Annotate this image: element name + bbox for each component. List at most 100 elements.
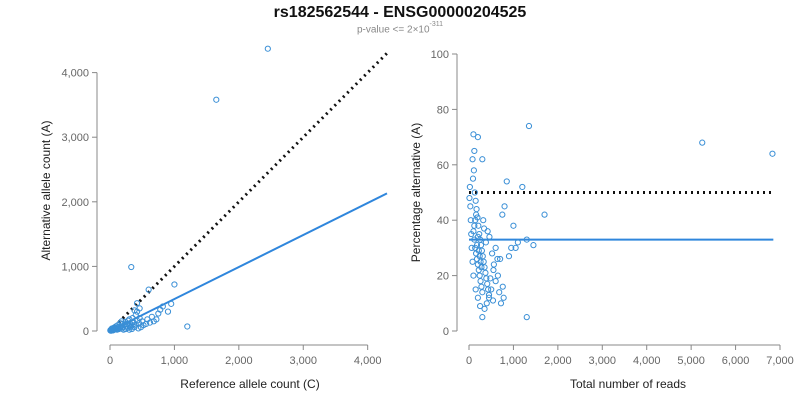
data-point (472, 286, 479, 293)
data-point (483, 300, 490, 307)
data-point (482, 239, 489, 246)
data-point (466, 194, 473, 202)
data-point (499, 283, 506, 290)
data-point (468, 244, 475, 251)
data-point (479, 156, 486, 163)
data-point (489, 297, 497, 304)
data-point (494, 272, 501, 279)
x-tick-label: 4,000 (354, 355, 382, 367)
data-point (501, 203, 508, 210)
data-point (136, 305, 143, 312)
data-point (124, 317, 132, 324)
data-point (523, 314, 530, 321)
data-point (107, 326, 115, 333)
data-point (477, 278, 484, 285)
data-point (488, 286, 495, 293)
x-tick-label: 1,000 (500, 355, 528, 367)
x-axis-label: Reference allele count (C) (180, 377, 319, 391)
data-point (487, 275, 494, 282)
data-point (126, 316, 133, 323)
data-point (469, 175, 477, 182)
data-point (510, 222, 517, 229)
data-point (474, 233, 481, 240)
data-point (480, 217, 487, 224)
y-axis-label: Alternative allele count (A) (39, 120, 53, 260)
data-point (508, 244, 515, 251)
data-point (523, 236, 530, 243)
data-point (133, 300, 141, 307)
data-point (481, 225, 488, 232)
y-tick-label: 0 (83, 326, 89, 338)
data-point (494, 255, 501, 263)
data-point (478, 283, 485, 290)
data-point (128, 325, 136, 333)
data-point (479, 289, 486, 296)
data-point (264, 45, 271, 52)
data-point (514, 239, 521, 246)
y-tick-label: 1,000 (61, 261, 89, 273)
pvalue-prefix: p-value <= 2×10 (356, 24, 430, 36)
data-point (699, 139, 706, 146)
data-point (485, 286, 492, 293)
data-point (145, 286, 152, 293)
data-point (473, 211, 480, 218)
data-point (470, 131, 477, 138)
x-tick-label: 3,000 (589, 355, 617, 367)
data-point (120, 326, 127, 333)
data-point (128, 263, 135, 271)
data-point (168, 300, 175, 307)
data-point (477, 302, 484, 310)
data-point (164, 308, 172, 315)
chart-subtitle: p-value <= 2×10-311 (0, 21, 800, 36)
data-point (490, 261, 497, 268)
data-point (496, 289, 503, 296)
data-point (129, 314, 136, 322)
data-point (471, 147, 478, 155)
data-point (171, 281, 178, 288)
x-tick-label: 4,000 (633, 355, 661, 367)
y-tick-label: 60 (437, 160, 449, 172)
x-tick-label: 2,000 (225, 355, 253, 367)
data-point (126, 326, 133, 333)
data-point (492, 278, 499, 285)
plot-panel-1: 0 1,000 2,000 3,000 4,000 0 1,000 2,000 3,000 4,0… (39, 45, 389, 391)
x-tick-label: 0 (107, 355, 113, 367)
data-point (155, 310, 162, 317)
data-point (497, 300, 505, 307)
data-point (467, 203, 474, 210)
data-point (135, 325, 142, 332)
y-tick-label: 100 (431, 49, 449, 61)
data-point (469, 156, 476, 163)
data-point (471, 189, 478, 196)
x-tick-label: 7,000 (766, 355, 794, 367)
y-tick-label: 80 (437, 104, 449, 116)
data-point (512, 244, 519, 251)
data-point (146, 319, 154, 326)
y-tick-label: 2,000 (61, 197, 89, 209)
fit-line (109, 192, 388, 332)
data-point (470, 272, 477, 279)
data-point (525, 122, 533, 130)
data-point (497, 255, 504, 263)
data-point (486, 233, 493, 240)
y-tick-label: 3,000 (61, 132, 89, 144)
x-tick-label: 0 (466, 355, 472, 367)
data-point (519, 183, 526, 191)
data-point (467, 217, 474, 224)
data-point (478, 264, 485, 271)
data-point (492, 244, 499, 251)
data-point (474, 294, 481, 301)
data-point (499, 211, 506, 218)
chart-title: rs182562544 - ENSG00000204525 (273, 4, 527, 21)
y-tick-label: 0 (443, 326, 449, 338)
data-point (184, 323, 191, 330)
data-point (153, 316, 160, 323)
x-tick-label: 1,000 (161, 355, 189, 367)
data-point (107, 327, 114, 334)
data-point (489, 250, 496, 257)
y-tick-label: 20 (437, 271, 449, 283)
pvalue-exponent: -311 (429, 21, 444, 28)
data-point (474, 134, 481, 141)
data-point (159, 303, 166, 310)
